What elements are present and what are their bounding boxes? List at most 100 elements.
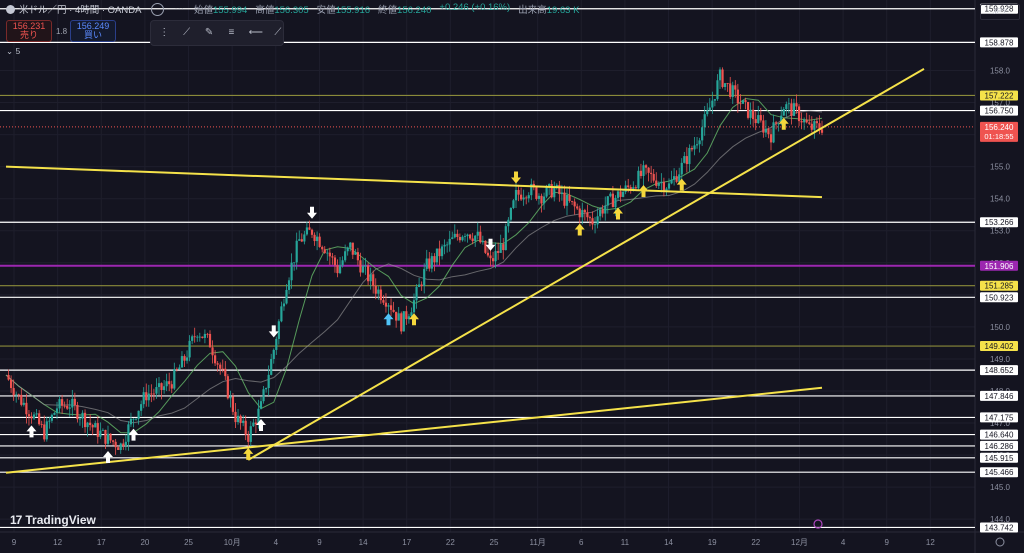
candle-body	[313, 234, 316, 242]
signal-arrow-up-icon	[409, 313, 419, 326]
time-tick-label: 20	[140, 538, 149, 547]
candle-body	[815, 121, 818, 124]
trendline-tool-icon[interactable]: ⟋	[183, 27, 191, 38]
candle-body	[558, 184, 561, 195]
candle-body	[601, 209, 604, 214]
price-level-badge	[980, 292, 1018, 303]
candle-body	[170, 384, 173, 389]
candle-body	[145, 392, 148, 401]
candle-body	[670, 179, 673, 184]
candle-body	[596, 216, 599, 225]
candle-body	[147, 393, 150, 401]
candle-body	[614, 197, 617, 208]
chart-header: 米ドル／円 · 4時間 · OANDA ⋯ 始値155.994 高値156.305…	[0, 0, 975, 18]
time-tick-label: 10月	[224, 538, 241, 547]
candle-body	[206, 333, 209, 335]
candle-body	[629, 187, 632, 191]
ruler-tool-icon[interactable]: ⟋	[274, 27, 282, 38]
horizontal-ray-icon[interactable]: ⟵	[248, 27, 263, 38]
candle-body	[716, 80, 719, 100]
candle-body	[780, 115, 783, 124]
candle-body	[545, 186, 548, 197]
candle-body	[30, 416, 33, 419]
candle-body	[305, 227, 308, 235]
candle-body	[73, 398, 76, 405]
trendline	[5, 165, 823, 199]
candle-body	[369, 274, 372, 282]
candle-body	[718, 69, 722, 81]
price-level-badge	[980, 452, 1018, 463]
pencil-tool-icon[interactable]: ✎	[204, 27, 214, 38]
tv-logo-icon: 17	[10, 513, 22, 527]
price-level-label: 147.175	[985, 413, 1014, 422]
candle-body	[94, 423, 97, 428]
signal-arrow-up-icon	[638, 185, 649, 198]
signal-arrow-up-icon	[574, 223, 585, 236]
candle-body	[407, 316, 410, 320]
candle-body	[576, 206, 579, 209]
candle-body	[142, 392, 145, 405]
candle-body	[7, 374, 10, 380]
candle-body	[632, 187, 635, 191]
price-tick-label: 154.0	[990, 195, 1011, 204]
candle-body	[389, 305, 393, 310]
ohlc-value: +0.246 (+0.16%)	[439, 2, 511, 13]
candle-body	[239, 415, 242, 423]
candle-body	[293, 262, 296, 264]
drawing-toolbar: ⋮ ⟋ ✎ ≡ ⟵ ⟋	[150, 20, 284, 46]
more-icon[interactable]: ⋯	[174, 3, 184, 15]
candle-body	[415, 287, 418, 301]
candle-body	[509, 208, 512, 220]
price-level-badge	[980, 341, 1018, 352]
candle-body	[673, 176, 676, 180]
ohlc-value: 156.240	[397, 5, 432, 16]
candle-body	[410, 312, 413, 317]
symbol-title[interactable]: 米ドル／円 · 4時間 · OANDA	[6, 2, 141, 16]
price-tick-label: 153.0	[990, 227, 1011, 236]
candle-body	[180, 356, 184, 368]
candle-body	[713, 99, 716, 101]
price-level-label: 145.915	[985, 454, 1014, 463]
visibility-eye-icon[interactable]	[151, 2, 165, 16]
candle-body	[642, 165, 645, 177]
settings-lines-icon[interactable]: ≡	[228, 27, 235, 38]
candle-body	[295, 240, 298, 263]
indicator-collapse[interactable]: ⌄ 5	[6, 46, 20, 57]
price-level-label: 149.402	[985, 342, 1014, 351]
candle-body	[193, 336, 196, 338]
price-level-label: 157.222	[985, 91, 1014, 100]
drag-handle-icon[interactable]: ⋮	[159, 27, 170, 38]
candle-body	[698, 140, 701, 145]
candle-body	[282, 303, 286, 307]
candle-body	[772, 122, 775, 143]
price-level-badge	[980, 260, 1018, 271]
candle-body	[331, 256, 334, 258]
candle-body	[188, 340, 191, 358]
sell-button[interactable]: 156.231 売り	[6, 20, 52, 42]
indicator-count: 5	[15, 46, 21, 56]
signal-arrow-up-icon	[613, 207, 623, 220]
candle-body	[185, 357, 189, 361]
time-tick-label: 12月	[791, 538, 808, 547]
candle-body	[397, 313, 400, 321]
signal-arrow-up-icon	[256, 419, 266, 432]
candle-body	[384, 302, 388, 307]
candle-body	[91, 425, 94, 428]
candle-body	[744, 100, 747, 102]
ohlc-item: 終値156.240	[378, 2, 431, 16]
candle-body	[43, 424, 46, 440]
candle-body	[520, 194, 523, 200]
candle-body	[341, 260, 344, 266]
currency-selector[interactable]: JPY	[980, 4, 1020, 20]
candle-body	[349, 242, 352, 248]
candle-body	[491, 258, 495, 262]
buy-button[interactable]: 156.249 買い	[70, 20, 116, 42]
candle-body	[356, 252, 359, 261]
candle-body	[346, 247, 349, 252]
candle-body	[499, 244, 502, 253]
candle-body	[548, 184, 551, 187]
candle-body	[550, 184, 553, 198]
candle-body	[354, 252, 357, 255]
